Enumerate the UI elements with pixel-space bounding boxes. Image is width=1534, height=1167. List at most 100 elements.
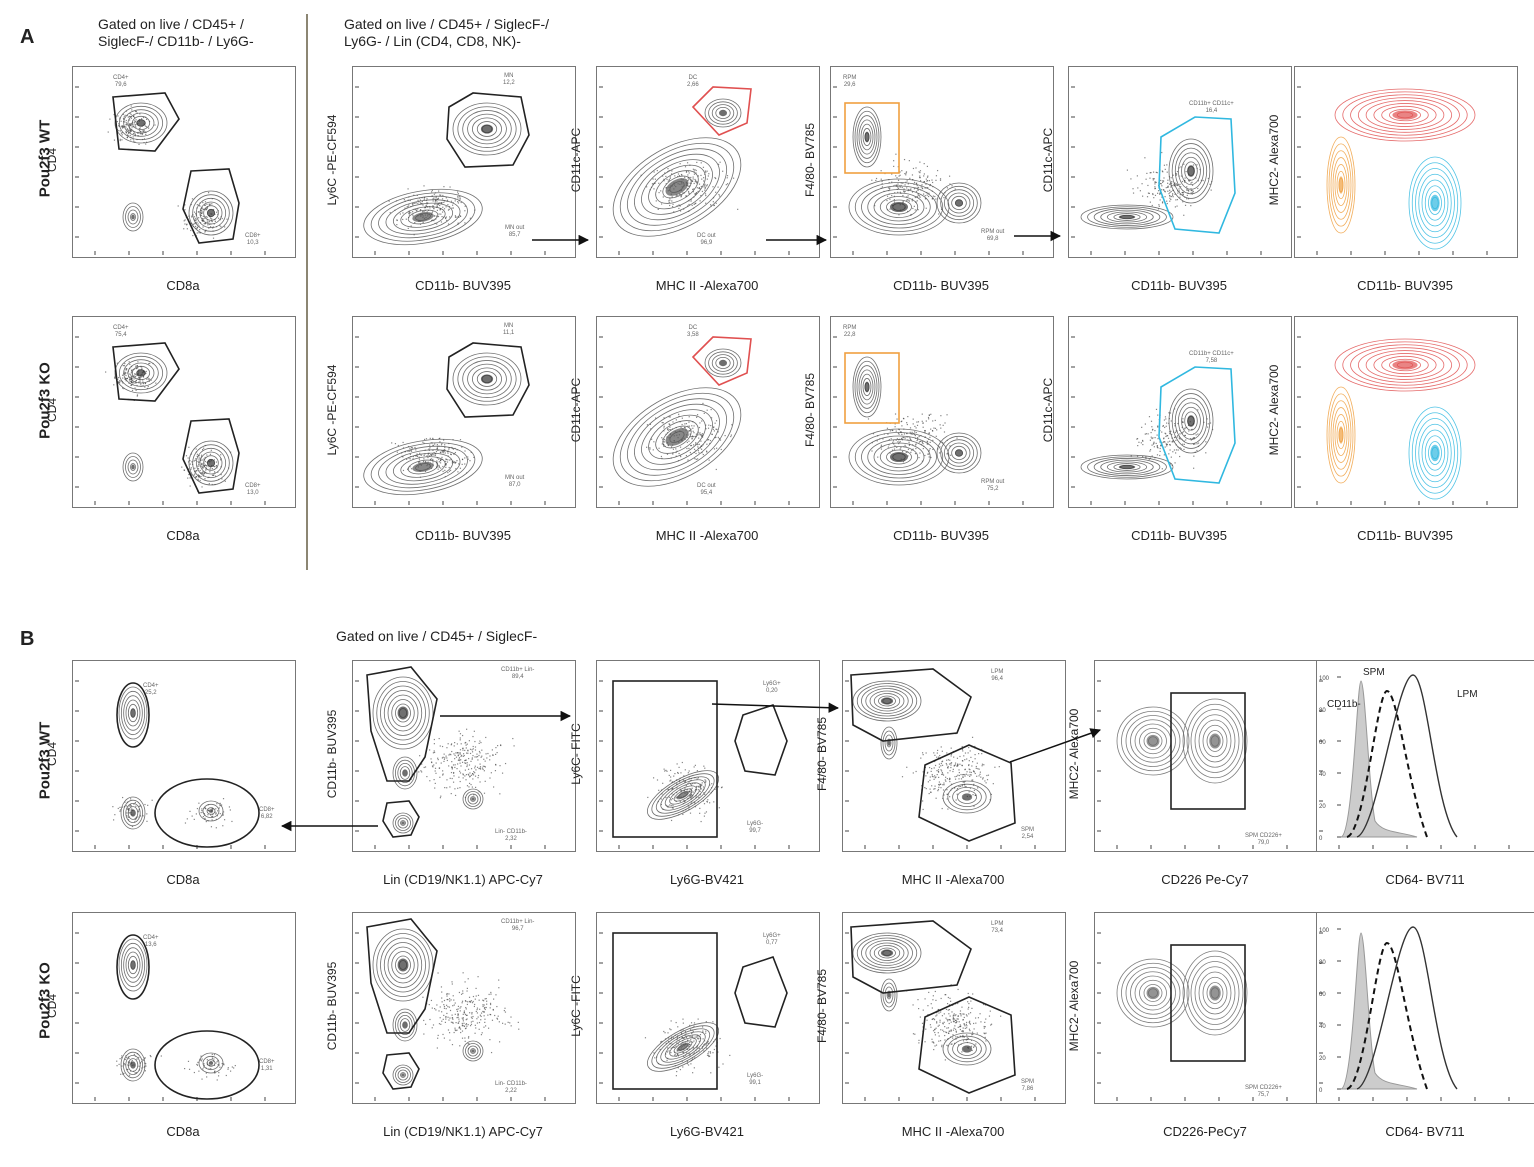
x-axis-label: CD64- BV711 (1385, 1124, 1465, 1139)
panel-a-gate-left: Gated on live / CD45+ / SiglecF-/ CD11b-… (98, 16, 254, 50)
y-tick-label: 0 (1319, 836, 1323, 842)
gate-percent: 75,4 (114, 332, 127, 338)
histogram-label: LPM (1457, 689, 1478, 700)
panel-a-letter: A (20, 26, 35, 48)
contour-cluster (942, 1032, 992, 1066)
contour-cluster (1168, 138, 1214, 204)
plot-b-histogram: 100 80 60 40 20 0 CD11b- SPM LPM (1316, 660, 1534, 852)
plot-b-cd11b-lin: CD11b+ Lin- 89,4 Lin- CD11b- 2,32 (352, 660, 576, 852)
gate-percent: 85,7 (508, 232, 521, 238)
contour-cluster (188, 440, 234, 486)
contour-cluster (880, 978, 898, 1012)
contour-cluster (198, 800, 224, 822)
gate-name: CD8+ (245, 483, 261, 489)
hist-lpm (1356, 674, 1458, 838)
contour-cluster (118, 686, 148, 740)
event-dots (1126, 151, 1213, 216)
plot-canvas (1297, 336, 1488, 505)
gate-label: RPM out 75,2 (981, 479, 1004, 493)
contour-cluster (612, 387, 742, 487)
plot-canvas: 100 80 60 40 20 0 (1319, 674, 1510, 849)
gate-percent: 11,1 (503, 330, 515, 336)
plot-a-cd4-cd8: CD4+ 79,6 CD8+ 10,3 (72, 66, 296, 258)
contour-cluster (372, 676, 434, 750)
x-axis-label: CD11b- BUV395 (1131, 278, 1227, 293)
gate-percent: 96,9 (700, 240, 713, 246)
plot-canvas (845, 668, 1036, 849)
gate-percent: 13,6 (144, 942, 157, 948)
contour-cluster (852, 356, 882, 418)
x-axis-label: CD8a (166, 278, 200, 293)
plot-canvas (1097, 680, 1288, 849)
plot-b-cd11b-lin: CD11b+ Lin- 96,7 Lin- CD11b- 2,22 (352, 912, 576, 1104)
gate-percent: 1,31 (260, 1066, 273, 1072)
x-axis-label: CD64- BV711 (1385, 872, 1465, 887)
gate-label: CD11b+ Lin- 89,4 (501, 667, 534, 681)
gate-name: CD11b+ Lin- (501, 667, 535, 673)
contour-cluster (1080, 204, 1174, 230)
plot-canvas: 100 80 60 40 20 0 (1319, 926, 1510, 1101)
plot-canvas (833, 336, 1024, 505)
contour-cluster (1116, 958, 1190, 1028)
gate-percent: 2,32 (505, 836, 517, 842)
contour-cluster (363, 188, 483, 246)
plot-a-cd11c-cd11b: CD11b+ CD11c+ 7,58 (1068, 316, 1292, 508)
gate-percent: 75,7 (1257, 1092, 1270, 1098)
contour-cluster (120, 796, 146, 830)
gate-left-line1: Gated on live / CD45+ / (98, 16, 244, 32)
gate-label: CD8+ 6,82 (259, 807, 275, 821)
contour-cluster (452, 352, 522, 406)
gate-percent: 73,4 (991, 928, 1004, 934)
contour-cluster (1334, 88, 1476, 142)
plot-canvas (1097, 932, 1288, 1101)
histogram-label: CD11b- (1327, 699, 1361, 710)
plot-canvas (355, 918, 546, 1101)
hist-lpm (1356, 926, 1458, 1090)
plot-canvas (75, 86, 266, 255)
gate-label: CD4+ 25,2 (143, 683, 159, 697)
y-tick-label: 60 (1319, 740, 1326, 746)
gate-label: CD11b+ CD11c+ 16,4 (1189, 101, 1234, 115)
contour-cluster (936, 432, 982, 474)
y-tick-label: 100 (1319, 928, 1330, 934)
plot-a-ly6c-cd11b: MN 11,1 MN out 87,0 (352, 316, 576, 508)
y-tick-label: 60 (1319, 992, 1326, 998)
contour-cluster (120, 1048, 146, 1082)
hist-cd11b-neg (1340, 680, 1418, 838)
gate-right-line1: Gated on live / CD45+ / SiglecF-/ (344, 16, 550, 32)
x-axis-label: Lin (CD19/NK1.1) APC-Cy7 (383, 1124, 543, 1139)
gate-name: CD11b+ CD11c+ (1189, 351, 1234, 357)
gate-percent: 16,4 (1205, 108, 1218, 114)
gate-percent: 96,7 (511, 926, 524, 932)
plot-a-cd4-cd8: CD4+ 75,4 CD8+ 13,0 (72, 316, 296, 508)
plot-a-f480-cd11b: RPM 22,8 RPM out 75,2 (830, 316, 1054, 508)
contour-cluster (114, 352, 168, 394)
contour-cluster (392, 1064, 414, 1086)
contour-cluster (704, 98, 742, 128)
gate-name: SPM (1021, 1079, 1035, 1085)
contour-cluster (1408, 156, 1462, 250)
x-axis-label: CD8a (166, 528, 200, 543)
contour-cluster (1326, 386, 1356, 484)
gate-name: MN out (505, 475, 525, 481)
contour-cluster (372, 928, 434, 1002)
x-axis-label: CD8a (166, 872, 200, 887)
gate-label: DC 2,66 (687, 75, 699, 89)
gate-label: CD8+ 10,3 (245, 233, 261, 247)
contour-cluster (1334, 338, 1476, 392)
plot-canvas (599, 932, 790, 1101)
panel-b-letter: B (20, 628, 35, 650)
plot-b-cd4-cd8: CD4+ 25,2 CD8+ 6,82 (72, 660, 296, 852)
gate-percent: 79,0 (1257, 840, 1270, 846)
contour-cluster (704, 348, 742, 378)
gate-label: CD4+ 13,6 (143, 935, 159, 949)
gate-percent: 25,2 (144, 690, 157, 696)
contour-cluster (1326, 136, 1356, 234)
y-tick-label: 20 (1319, 1056, 1326, 1062)
x-axis-label: CD8a (166, 1124, 200, 1139)
gate-name: RPM out (981, 229, 1005, 235)
plot-b-histogram: 100 80 60 40 20 0 (1316, 912, 1534, 1104)
plot-canvas (355, 336, 546, 505)
plot-canvas (355, 86, 546, 255)
